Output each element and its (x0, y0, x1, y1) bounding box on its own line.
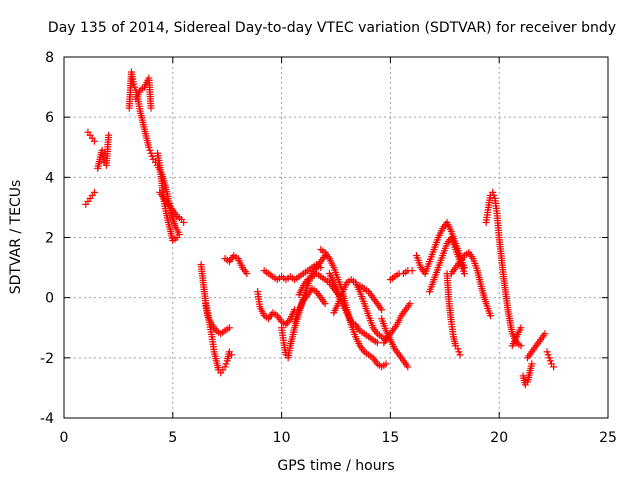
data-point (454, 345, 462, 353)
data-point (460, 270, 468, 278)
x-tick-label: 5 (168, 430, 177, 446)
data-point (243, 270, 251, 278)
data-point (147, 104, 155, 112)
grid-lines (64, 57, 608, 418)
data-point (550, 363, 558, 371)
y-tick-label: -2 (40, 351, 54, 367)
data-point-fill (544, 351, 552, 359)
data-point (408, 267, 416, 275)
data-point-fill (455, 348, 463, 356)
data-point (382, 360, 390, 368)
data-point-fill (490, 191, 498, 199)
y-tick-label: -4 (40, 411, 54, 427)
x-tick-label: 20 (490, 430, 508, 446)
data-points (82, 68, 558, 389)
y-tick-labels: -4 -2 0 2 4 6 8 (40, 50, 54, 427)
axis-ticks (63, 56, 609, 419)
data-point (90, 137, 98, 145)
data-point (373, 339, 381, 347)
data-point (541, 330, 549, 338)
x-tick-label: 25 (599, 430, 617, 446)
y-tick-label: 6 (45, 110, 54, 126)
data-point-fill (546, 357, 554, 365)
data-point (130, 80, 138, 88)
x-tick-label: 15 (381, 430, 399, 446)
x-tick-labels: 0 5 10 15 20 25 (60, 430, 617, 446)
data-point (489, 188, 497, 196)
y-axis-label: SDTVAR / TECUs (8, 180, 24, 295)
data-point (404, 363, 412, 371)
data-point (517, 342, 525, 350)
x-tick-label: 0 (60, 430, 69, 446)
data-point-fill (222, 360, 230, 368)
data-point (545, 354, 553, 362)
data-point (528, 360, 536, 368)
data-point (175, 230, 183, 238)
data-point (90, 188, 98, 196)
chart-title: Day 135 of 2014, Sidereal Day-to-day VTE… (48, 20, 616, 36)
data-point (486, 312, 494, 320)
data-point (221, 363, 229, 371)
data-point (543, 348, 551, 356)
y-tick-label: 8 (45, 50, 54, 66)
data-point (517, 324, 525, 332)
data-point (105, 131, 113, 139)
y-tick-label: 0 (45, 291, 54, 307)
data-point (321, 300, 329, 308)
y-tick-label: 2 (45, 231, 54, 247)
data-point (406, 300, 414, 308)
data-point (145, 143, 153, 151)
data-point (225, 324, 233, 332)
data-point (456, 351, 464, 359)
x-tick-label: 10 (273, 430, 291, 446)
data-point-fill (131, 83, 139, 91)
data-point (228, 351, 236, 359)
data-point (147, 149, 155, 157)
data-point (378, 306, 386, 314)
data-point (180, 218, 188, 226)
data-point-fill (148, 152, 156, 160)
y-tick-label: 4 (45, 170, 54, 186)
x-axis-label: GPS time / hours (277, 458, 394, 474)
data-point-fill (146, 146, 154, 154)
